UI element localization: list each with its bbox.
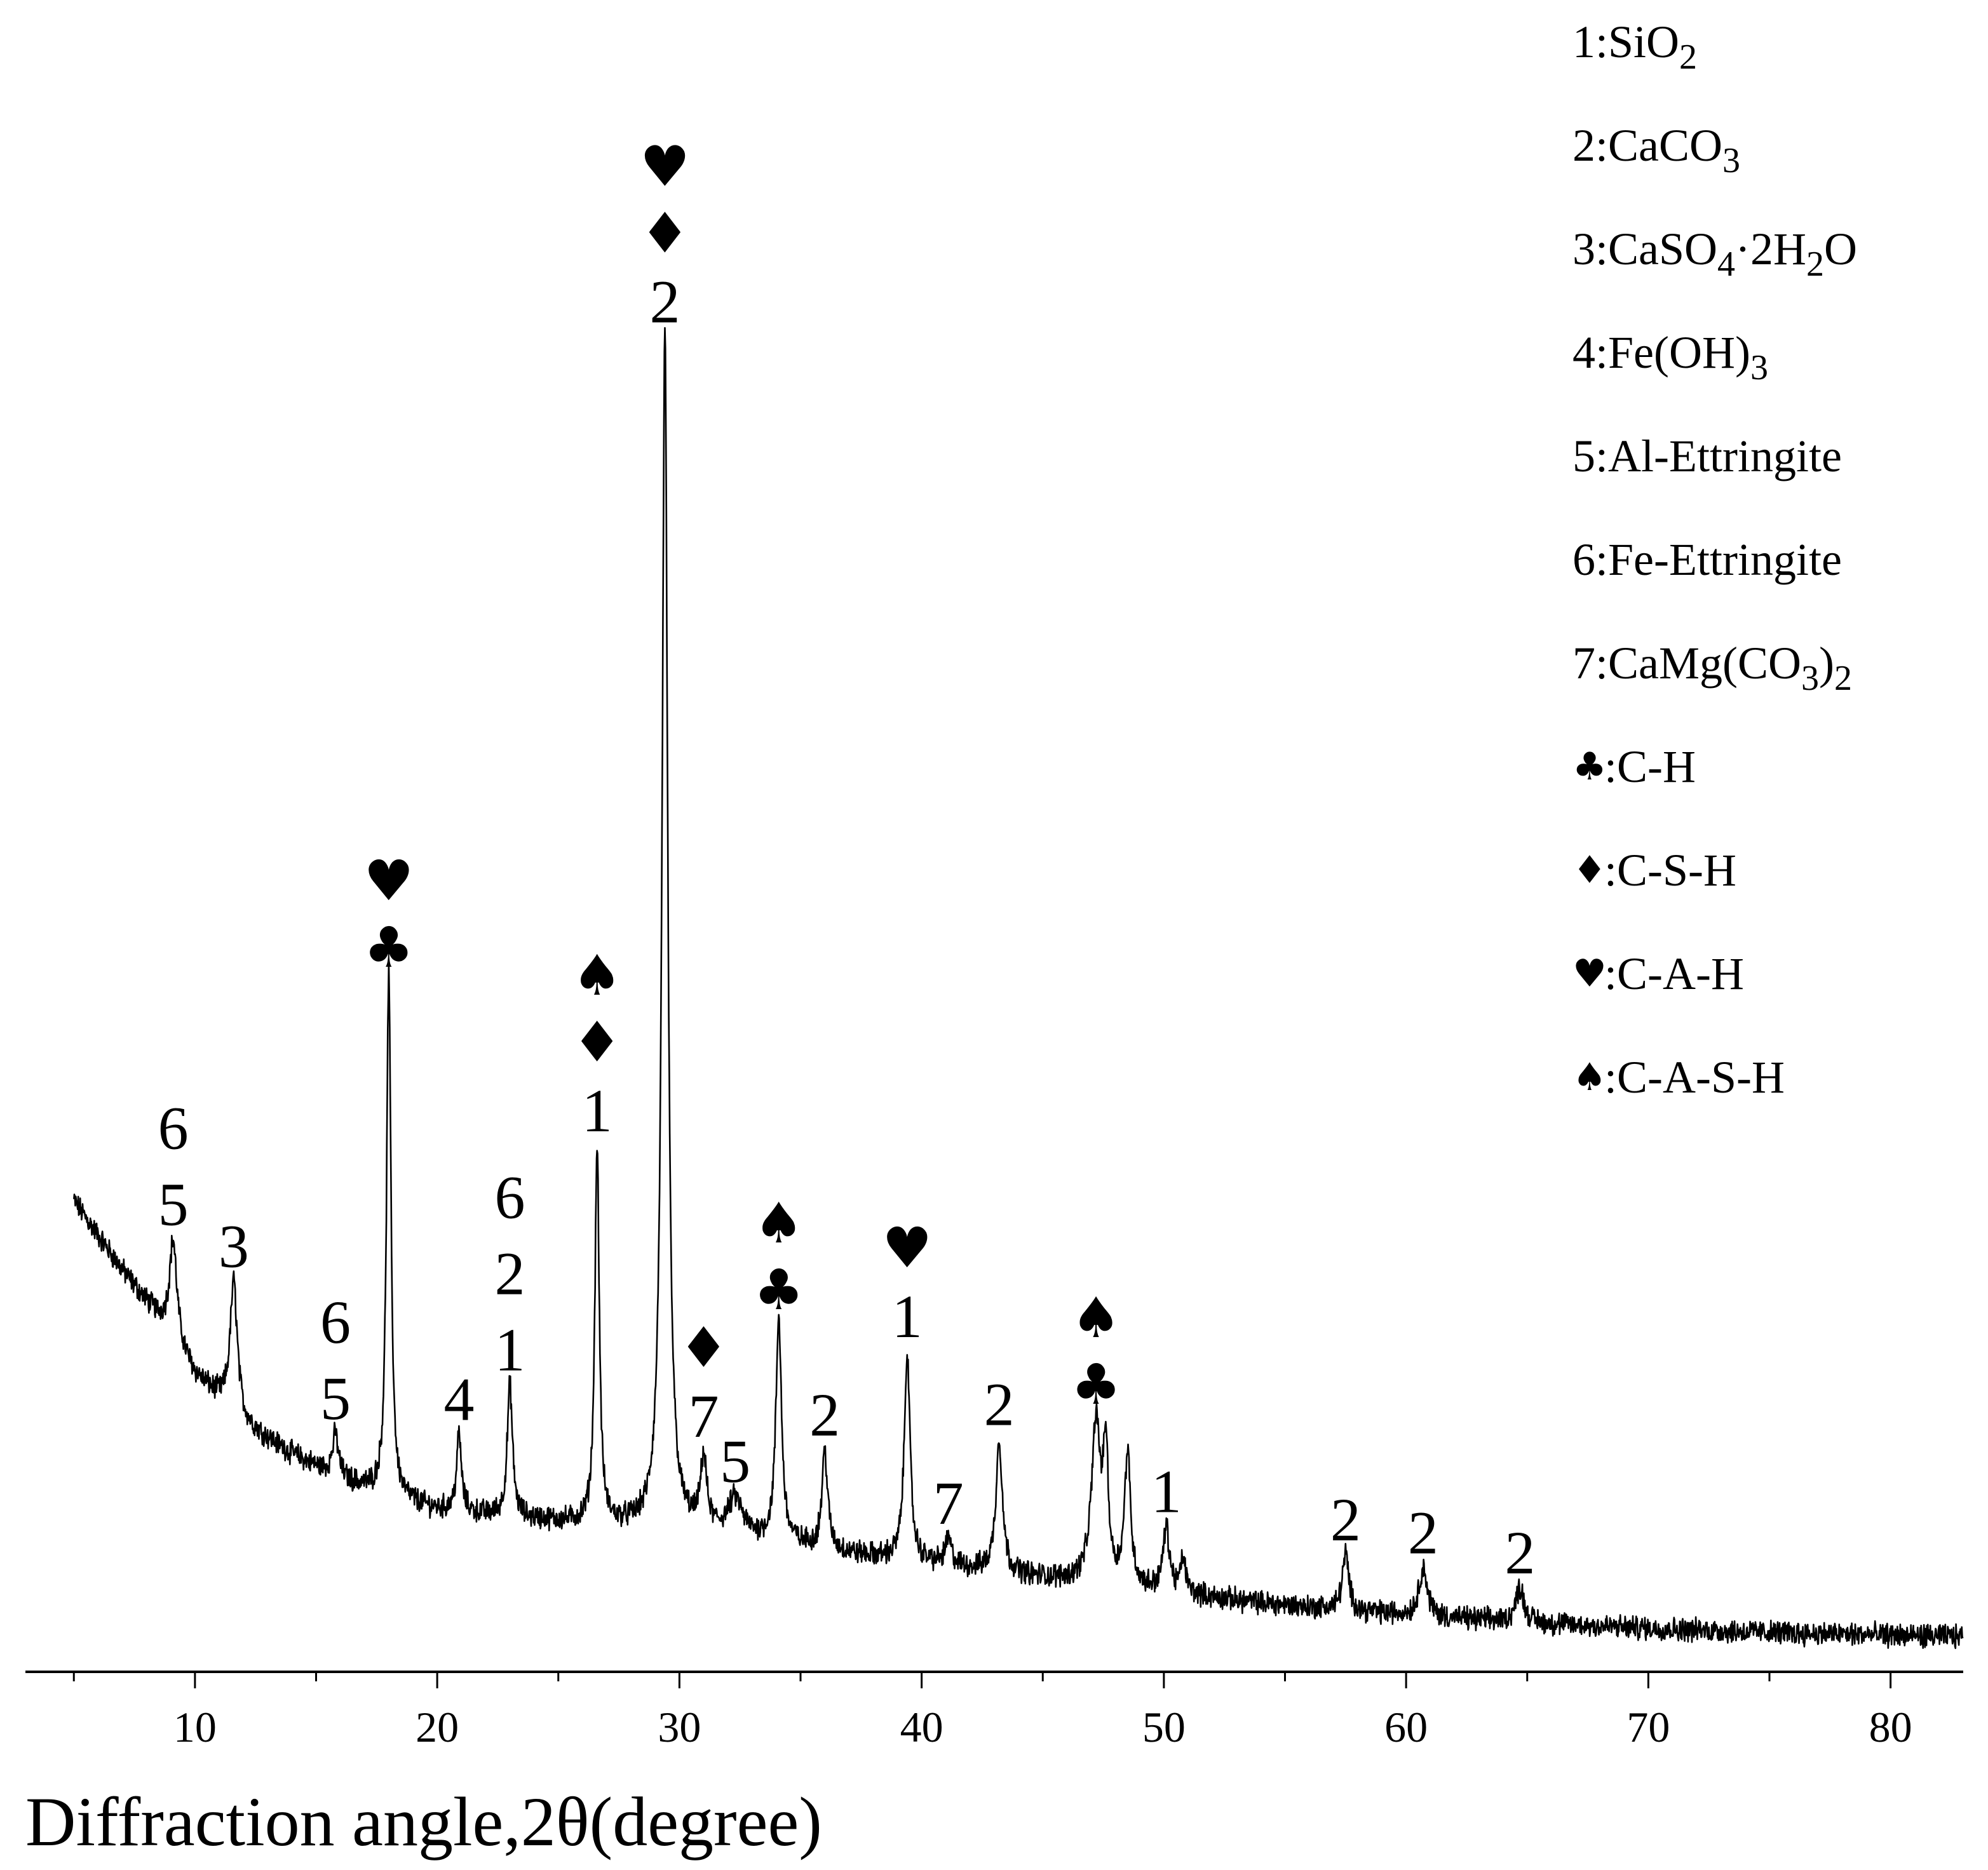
spade-marker: ♠ xyxy=(1071,1285,1121,1350)
peak-label: 2 xyxy=(1408,1498,1438,1566)
x-tick-label: 80 xyxy=(1869,1703,1912,1751)
x-tick-label: 20 xyxy=(416,1703,459,1751)
x-tick-label: 60 xyxy=(1384,1703,1428,1751)
x-tick-label: 50 xyxy=(1142,1703,1186,1751)
legend: 1:SiO2 2:CaCO3 3:CaSO4·2H2O 4:Fe(OH)3 5:Al-E… xyxy=(1572,17,1857,1103)
heart-marker: ♥ xyxy=(882,1215,932,1281)
club-marker: ♣ xyxy=(363,915,414,980)
spade-marker: ♠ xyxy=(572,943,622,1008)
x-tick-label: 10 xyxy=(173,1703,217,1751)
legend-entry: 6:Fe-Ettringite xyxy=(1572,534,1842,585)
legend-entry: 5:Al-Ettringite xyxy=(1572,431,1842,481)
legend-entry: 2:CaCO3 xyxy=(1572,120,1740,180)
spade-marker: ♠ xyxy=(754,1190,804,1256)
legend-entry: :C-S-H xyxy=(1604,845,1736,896)
peak-label: 1 xyxy=(495,1315,525,1383)
peak-label: 6 xyxy=(320,1288,351,1356)
legend-entry: 1:SiO2 xyxy=(1572,17,1697,77)
x-tick-label: 70 xyxy=(1626,1703,1670,1751)
spade-legend-icon: ♠ xyxy=(1572,1055,1607,1100)
heart-marker: ♥ xyxy=(640,134,690,199)
legend-entry: 7:CaMg(CO3)2 xyxy=(1572,638,1852,698)
club-legend-icon: ♣ xyxy=(1572,744,1607,789)
heart-legend-icon: ♥ xyxy=(1572,952,1607,996)
peak-label: 7 xyxy=(689,1382,719,1450)
diamond-marker: ♦ xyxy=(679,1315,729,1380)
legend-entry: 4:Fe(OH)3 xyxy=(1572,327,1768,387)
diamond-marker: ♦ xyxy=(572,1009,622,1075)
peak-label: 6 xyxy=(495,1163,525,1231)
peak-label: 1 xyxy=(1151,1458,1182,1526)
x-axis: 10 20 30 40 50 60 70 80 xyxy=(25,1671,1963,1751)
diamond-marker: ♦ xyxy=(640,201,690,266)
diamond-legend-icon: ♦ xyxy=(1572,848,1607,892)
peak-label: 5 xyxy=(320,1364,351,1432)
heart-marker: ♥ xyxy=(363,848,414,913)
peak-label: 1 xyxy=(892,1282,923,1350)
club-marker: ♣ xyxy=(754,1257,804,1322)
peak-label: 2 xyxy=(1505,1519,1535,1587)
peak-label: 2 xyxy=(1330,1486,1361,1554)
club-marker: ♣ xyxy=(1071,1352,1121,1417)
legend-entry: :C-A-S-H xyxy=(1604,1052,1785,1103)
x-axis-label: Diffraction angle,2θ(degree) xyxy=(25,1783,822,1860)
peak-label: 2 xyxy=(984,1371,1015,1439)
peak-label: 7 xyxy=(933,1469,964,1537)
x-tick-label: 40 xyxy=(900,1703,943,1751)
legend-entry: :C-H xyxy=(1604,741,1696,792)
diffraction-pattern-line xyxy=(73,326,1964,1650)
legend-entry: 3:CaSO4·2H2O xyxy=(1572,224,1857,284)
peak-label: 5 xyxy=(720,1427,750,1495)
legend-entry: :C-A-H xyxy=(1604,948,1744,999)
peak-label: 2 xyxy=(809,1381,840,1449)
peak-label: 6 xyxy=(158,1094,189,1162)
peak-label: 2 xyxy=(495,1239,525,1307)
peak-label: 4 xyxy=(443,1365,474,1433)
x-tick-label: 30 xyxy=(658,1703,701,1751)
peak-label: 3 xyxy=(219,1212,249,1280)
peak-label: 1 xyxy=(582,1077,612,1145)
peak-label: 2 xyxy=(650,268,680,336)
peak-label: 5 xyxy=(158,1170,189,1238)
plot-area xyxy=(73,326,1964,1650)
